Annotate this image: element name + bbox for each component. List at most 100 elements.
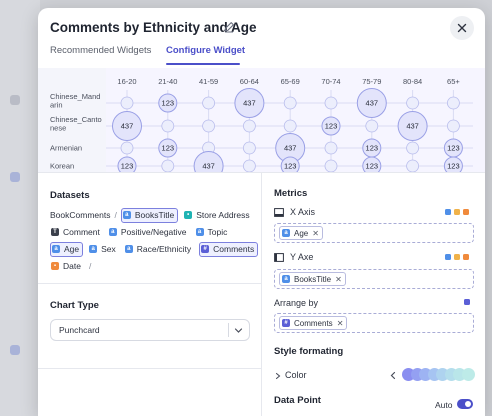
data-label: 123 [366, 162, 379, 171]
empty-cell-marker [324, 96, 338, 110]
dataset-field[interactable]: T Comment [50, 226, 103, 239]
data-label: 437 [243, 99, 256, 108]
calendar-icon: ▪ [51, 262, 59, 270]
close-icon [457, 23, 467, 33]
data-bubble [280, 156, 300, 172]
data-label: 123 [447, 162, 460, 171]
dataset-field[interactable]: a Age [50, 241, 84, 257]
string-icon: a [89, 245, 98, 253]
chart-type-value: Punchcard [59, 325, 100, 335]
empty-cell-marker [406, 96, 420, 110]
data-label: 437 [406, 122, 419, 131]
background-icon [10, 172, 20, 182]
remove-x-axis-icon[interactable]: ✕ [312, 228, 319, 238]
x-axis-dropzone[interactable]: a Age ✕ [274, 223, 474, 243]
dataset-field[interactable]: a BooksTitle [120, 207, 179, 223]
data-bubble [356, 88, 387, 118]
dataset-field[interactable]: • Store Address [183, 209, 252, 222]
background-icon [10, 345, 20, 355]
dataset-field-label: Sex [101, 244, 116, 254]
data-label: 123 [284, 162, 297, 171]
widget-title: Comments by Ethnicity and Age [50, 20, 257, 35]
color-swatch[interactable] [461, 368, 475, 381]
calendar-type-icon[interactable] [454, 209, 460, 215]
empty-cell-marker [202, 96, 216, 110]
empty-cell-marker [242, 141, 256, 155]
empty-cell-marker [324, 141, 338, 155]
x-tick-label: 65-69 [281, 77, 300, 86]
dataset-field[interactable]: a Positive/Negative [108, 226, 190, 239]
x-tick-label: 75-79 [362, 77, 381, 86]
empty-cell-marker [406, 141, 420, 155]
pencil-icon[interactable] [222, 20, 236, 34]
x-tick-label: 70-74 [321, 77, 340, 86]
dataset-field[interactable]: a Sex [88, 243, 119, 256]
x-axis-type-icons [442, 209, 469, 217]
chart-type-select[interactable]: Punchcard [50, 319, 250, 341]
x-tick-label: 65+ [447, 77, 460, 86]
empty-cell-marker [242, 119, 256, 133]
dataset-row: BookComments / a BooksTitle • Store Address [50, 207, 258, 223]
data-label: 437 [202, 162, 215, 171]
measure-icon: # [282, 319, 290, 327]
active-tab-indicator [166, 63, 240, 65]
x-tick-label: 80-84 [403, 77, 422, 86]
remove-arrange-by-icon[interactable]: ✕ [336, 318, 344, 328]
data-bubble [443, 156, 463, 172]
dataset-field[interactable]: ▪ Date [50, 260, 84, 273]
arrange-by-label: Arrange by [274, 298, 319, 308]
dataset-name[interactable]: BookComments [50, 210, 111, 220]
measure-icon: # [201, 245, 210, 253]
date-type-icon[interactable] [463, 254, 469, 260]
select-divider [228, 323, 229, 337]
dataset-field-label: Positive/Negative [120, 227, 187, 237]
chart-divider [38, 172, 485, 173]
arrange-by-type-icons [461, 299, 470, 307]
chevron-left-icon[interactable] [389, 371, 397, 380]
y-tick-label: Chinese_Mand [50, 92, 100, 101]
data-bubble [112, 111, 142, 141]
data-label: 123 [366, 144, 379, 153]
string-type-icon[interactable] [445, 254, 451, 260]
data-bubble [117, 156, 137, 172]
remove-y-axis-icon[interactable]: ✕ [335, 274, 342, 284]
data-label: 437 [121, 122, 134, 131]
y-axis-icon [274, 253, 284, 262]
data-point-title: Data Point [274, 395, 321, 406]
calendar-type-icon[interactable] [454, 254, 460, 260]
dataset-field[interactable]: a Topic [195, 226, 231, 239]
x-tick-label: 60-64 [240, 77, 259, 86]
y-tick-label: arin [50, 101, 63, 110]
data-bubble [158, 93, 178, 113]
y-axis-label: Y Axe [290, 252, 314, 262]
auto-toggle[interactable] [457, 399, 473, 409]
y-axis-dropzone[interactable]: a BooksTitle ✕ [274, 269, 474, 289]
y-tick-label: nese [50, 124, 66, 133]
string-type-icon[interactable] [445, 209, 451, 215]
data-bubble [397, 111, 428, 141]
arrange-by-chip-label: Comments [294, 318, 333, 328]
dataset-row: ▪ Date / [50, 259, 95, 273]
data-label: 123 [162, 99, 175, 108]
empty-cell-marker [365, 119, 379, 133]
caret-right-icon[interactable] [274, 372, 282, 380]
y-tick-label: Korean [50, 162, 74, 171]
arrange-by-dropzone[interactable]: # Comments ✕ [274, 313, 474, 333]
y-tick-label: Chinese_Canto [50, 115, 102, 124]
data-bubble [362, 156, 382, 172]
dataset-field[interactable]: a Race/Ethnicity [124, 243, 194, 256]
dataset-row: T Comment a Positive/Negative a Topic [50, 225, 235, 239]
close-button[interactable] [450, 16, 474, 40]
date-type-icon[interactable] [463, 209, 469, 215]
y-tick-label: Armenian [50, 144, 82, 153]
tab-configure-widget[interactable]: Configure Widget [166, 45, 246, 56]
data-label: 123 [162, 144, 175, 153]
dataset-field-label: Comment [63, 227, 100, 237]
tab-recommended-widgets[interactable]: Recommended Widgets [50, 45, 152, 56]
path-separator: / [88, 261, 92, 271]
x-tick-label: 16-20 [117, 77, 136, 86]
dataset-field[interactable]: # Comments [199, 241, 259, 257]
punchcard-chart: 16-20 21-40 41-59 60-64 65-69 70-74 75-79 80-84… [38, 68, 485, 172]
empty-cell-marker [243, 159, 256, 172]
measure-type-icon[interactable] [464, 299, 470, 305]
